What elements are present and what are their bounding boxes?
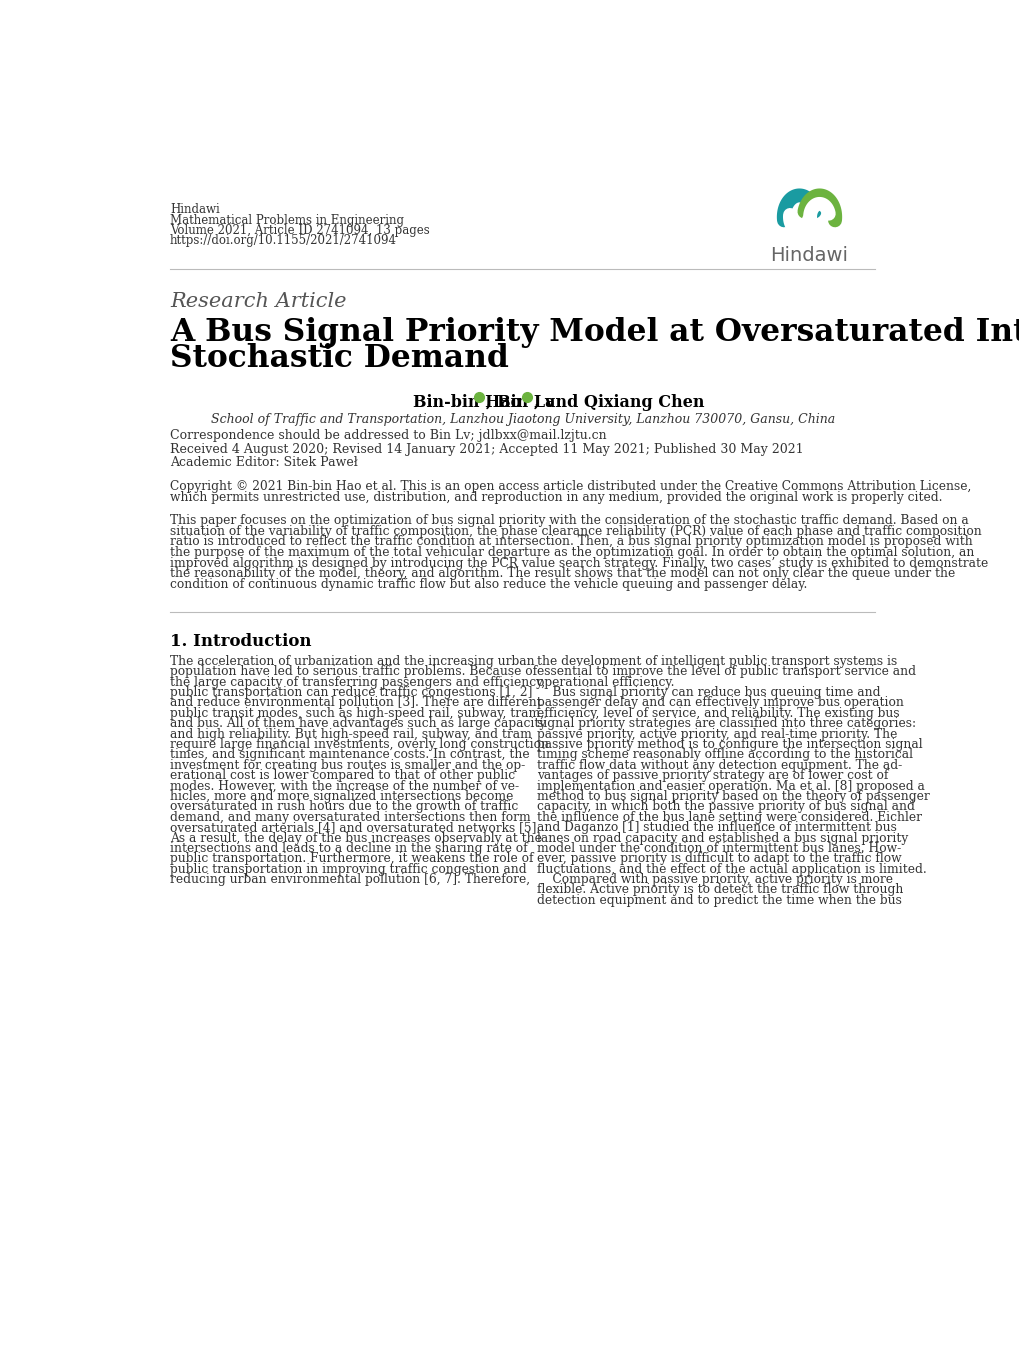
Text: oversaturated in rush hours due to the growth of traffic: oversaturated in rush hours due to the g… — [170, 800, 518, 813]
Text: , Bin Lv: , Bin Lv — [486, 394, 554, 410]
Text: flexible. Active priority is to detect the traffic flow through: flexible. Active priority is to detect t… — [536, 883, 902, 897]
Text: and bus. All of them have advantages such as large capacity: and bus. All of them have advantages suc… — [170, 718, 546, 730]
Text: and high reliability. But high-speed rail, subway, and tram: and high reliability. But high-speed rai… — [170, 727, 532, 741]
Text: oversaturated arterials [4] and oversaturated networks [5].: oversaturated arterials [4] and oversatu… — [170, 821, 540, 834]
Text: operational efficiency.: operational efficiency. — [536, 675, 674, 689]
Text: Bin-bin Hao: Bin-bin Hao — [413, 394, 521, 410]
Text: method to bus signal priority based on the theory of passenger: method to bus signal priority based on t… — [536, 790, 928, 803]
Text: This paper focuses on the optimization of bus signal priority with the considera: This paper focuses on the optimization o… — [170, 514, 968, 527]
Text: demand, and many oversaturated intersections then form: demand, and many oversaturated intersect… — [170, 811, 530, 824]
Text: implementation and easier operation. Ma et al. [8] proposed a: implementation and easier operation. Ma … — [536, 780, 923, 792]
Text: ever, passive priority is difficult to adapt to the traffic flow: ever, passive priority is difficult to a… — [536, 852, 901, 866]
Text: public transportation. Furthermore, it weakens the role of: public transportation. Furthermore, it w… — [170, 852, 533, 866]
Text: fluctuations, and the effect of the actual application is limited.: fluctuations, and the effect of the actu… — [536, 863, 925, 875]
Text: Mathematical Problems in Engineering: Mathematical Problems in Engineering — [170, 213, 404, 227]
Text: Stochastic Demand: Stochastic Demand — [170, 344, 508, 374]
Text: Copyright © 2021 Bin-bin Hao et al. This is an open access article distributed u: Copyright © 2021 Bin-bin Hao et al. This… — [170, 480, 970, 492]
Text: improved algorithm is designed by introducing the PCR value search strategy. Fin: improved algorithm is designed by introd… — [170, 557, 987, 569]
Text: efficiency, level of service, and reliability. The existing bus: efficiency, level of service, and reliab… — [536, 707, 899, 720]
Text: the reasonability of the model, theory, and algorithm. The result shows that the: the reasonability of the model, theory, … — [170, 567, 955, 580]
Text: timing scheme reasonably offline according to the historical: timing scheme reasonably offline accordi… — [536, 749, 912, 761]
Text: traffic flow data without any detection equipment. The ad-: traffic flow data without any detection … — [536, 758, 901, 772]
Text: which permits unrestricted use, distribution, and reproduction in any medium, pr: which permits unrestricted use, distribu… — [170, 491, 942, 504]
Text: Academic Editor: Sitek Paweł: Academic Editor: Sitek Paweł — [170, 457, 358, 469]
Text: intersections and leads to a decline in the sharing rate of: intersections and leads to a decline in … — [170, 843, 527, 855]
Text: situation of the variability of traffic composition, the phase clearance reliabi: situation of the variability of traffic … — [170, 525, 981, 538]
Text: Bus signal priority can reduce bus queuing time and: Bus signal priority can reduce bus queui… — [536, 686, 879, 699]
Text: Compared with passive priority, active priority is more: Compared with passive priority, active p… — [536, 872, 892, 886]
Text: passive priority method is to configure the intersection signal: passive priority method is to configure … — [536, 738, 921, 752]
Text: As a result, the delay of the bus increases observably at the: As a result, the delay of the bus increa… — [170, 832, 541, 844]
Text: Correspondence should be addressed to Bin Lv; jdlbxx@mail.lzjtu.cn: Correspondence should be addressed to Bi… — [170, 428, 606, 442]
Text: require large financial investments, overly long construction: require large financial investments, ove… — [170, 738, 548, 752]
Text: 1. Introduction: 1. Introduction — [170, 633, 312, 650]
Text: condition of continuous dynamic traffic flow but also reduce the vehicle queuing: condition of continuous dynamic traffic … — [170, 578, 807, 591]
Text: , and Qixiang Chen: , and Qixiang Chen — [534, 394, 704, 410]
Text: capacity, in which both the passive priority of bus signal and: capacity, in which both the passive prio… — [536, 800, 914, 813]
Text: A Bus Signal Priority Model at Oversaturated Intersection under: A Bus Signal Priority Model at Oversatur… — [170, 317, 1019, 348]
Text: modes. However, with the increase of the number of ve-: modes. However, with the increase of the… — [170, 780, 519, 792]
Text: population have led to serious traffic problems. Because of: population have led to serious traffic p… — [170, 665, 537, 678]
Text: public transportation in improving traffic congestion and: public transportation in improving traff… — [170, 863, 526, 875]
Text: the large capacity of transferring passengers and efficiency,: the large capacity of transferring passe… — [170, 675, 545, 689]
Text: Hindawi: Hindawi — [170, 202, 220, 216]
Text: reducing urban environmental pollution [6, 7]. Therefore,: reducing urban environmental pollution [… — [170, 872, 530, 886]
Text: School of Traffic and Transportation, Lanzhou Jiaotong University, Lanzhou 73007: School of Traffic and Transportation, La… — [210, 413, 835, 427]
Text: the development of intelligent public transport systems is: the development of intelligent public tr… — [536, 655, 896, 667]
Text: erational cost is lower compared to that of other public: erational cost is lower compared to that… — [170, 769, 515, 783]
Text: The acceleration of urbanization and the increasing urban: The acceleration of urbanization and the… — [170, 655, 534, 667]
Text: signal priority strategies are classified into three categories:: signal priority strategies are classifie… — [536, 718, 915, 730]
Text: Volume 2021, Article ID 2741094, 13 pages: Volume 2021, Article ID 2741094, 13 page… — [170, 224, 429, 236]
Text: detection equipment and to predict the time when the bus: detection equipment and to predict the t… — [536, 894, 901, 906]
Text: investment for creating bus routes is smaller and the op-: investment for creating bus routes is sm… — [170, 758, 525, 772]
Text: public transit modes, such as high-speed rail, subway, tram,: public transit modes, such as high-speed… — [170, 707, 544, 720]
Text: passenger delay and can effectively improve bus operation: passenger delay and can effectively impr… — [536, 696, 903, 709]
Text: vantages of passive priority strategy are of lower cost of: vantages of passive priority strategy ar… — [536, 769, 888, 783]
Text: lanes on road capacity and established a bus signal priority: lanes on road capacity and established a… — [536, 832, 907, 844]
Text: the influence of the bus lane setting were considered. Eichler: the influence of the bus lane setting we… — [536, 811, 921, 824]
Text: passive priority, active priority, and real-time priority. The: passive priority, active priority, and r… — [536, 727, 896, 741]
Text: Received 4 August 2020; Revised 14 January 2021; Accepted 11 May 2021; Published: Received 4 August 2020; Revised 14 Janua… — [170, 443, 803, 455]
Text: model under the condition of intermittent bus lanes. How-: model under the condition of intermitten… — [536, 843, 900, 855]
Text: essential to improve the level of public transport service and: essential to improve the level of public… — [536, 665, 915, 678]
Text: https://doi.org/10.1155/2021/2741094: https://doi.org/10.1155/2021/2741094 — [170, 234, 396, 247]
Text: Research Article: Research Article — [170, 292, 346, 311]
Text: and reduce environmental pollution [3]. There are different: and reduce environmental pollution [3]. … — [170, 696, 541, 709]
Text: Hindawi: Hindawi — [769, 246, 848, 265]
Text: public transportation can reduce traffic congestions [1, 2]: public transportation can reduce traffic… — [170, 686, 532, 699]
Text: times, and significant maintenance costs. In contrast, the: times, and significant maintenance costs… — [170, 749, 529, 761]
Text: ratio is introduced to reflect the traffic condition at intersection. Then, a bu: ratio is introduced to reflect the traff… — [170, 535, 972, 549]
Text: and Daganzo [1] studied the influence of intermittent bus: and Daganzo [1] studied the influence of… — [536, 821, 896, 834]
Text: the purpose of the maximum of the total vehicular departure as the optimization : the purpose of the maximum of the total … — [170, 546, 973, 559]
Text: hicles, more and more signalized intersections become: hicles, more and more signalized interse… — [170, 790, 513, 803]
